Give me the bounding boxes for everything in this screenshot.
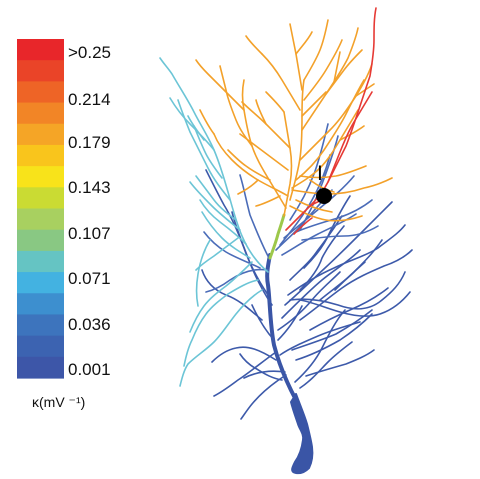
- colorbar-tick-label: 0.179: [68, 133, 111, 152]
- colorbar-segment: [17, 208, 64, 231]
- colorbar-segment: [17, 123, 64, 146]
- neuron-morphology: [159, 7, 413, 475]
- stimulus-marker: I: [316, 162, 332, 204]
- colorbar-tick-labels: >0.25 0.214 0.179 0.143 0.107 0.071 0.03…: [68, 43, 111, 379]
- colorbar-tick-label: 0.107: [68, 224, 111, 243]
- colorbar-segment: [17, 39, 64, 61]
- colorbar-segment: [17, 81, 64, 104]
- stimulus-dot: [316, 188, 332, 204]
- colorbar-segment: [17, 272, 64, 294]
- colorbar-segment: [17, 60, 64, 82]
- colorbar-tick-label: 0.143: [68, 178, 111, 197]
- colorbar-segment: [17, 314, 64, 337]
- green-trunk-segment: [268, 213, 286, 260]
- colorbar-segment: [17, 166, 64, 188]
- colorbar-segment: [17, 102, 64, 125]
- stimulus-label: I: [317, 162, 323, 185]
- colorbar-segment: [17, 250, 64, 273]
- red-branches: [285, 7, 377, 235]
- colorbar-segment: [17, 187, 64, 210]
- colorbar: [17, 39, 64, 379]
- soma: [290, 393, 314, 475]
- colorbar-tick-label: 0.001: [68, 360, 111, 379]
- colorbar-segment: [17, 356, 64, 379]
- colorbar-tick-label: 0.036: [68, 315, 111, 334]
- colorbar-segment: [17, 293, 64, 316]
- colorbar-tick-label: 0.071: [68, 269, 111, 288]
- colorbar-tick-label: 0.214: [68, 90, 111, 109]
- cyan-dendrites: [159, 57, 269, 387]
- colorbar-tick-label: >0.25: [68, 43, 111, 62]
- colorbar-segment: [17, 144, 64, 167]
- colorbar-segment: [17, 229, 64, 252]
- colorbar-segment: [17, 335, 64, 358]
- colorbar-unit-label: κ(mV ⁻¹): [32, 394, 85, 410]
- orange-tuft: [195, 19, 393, 222]
